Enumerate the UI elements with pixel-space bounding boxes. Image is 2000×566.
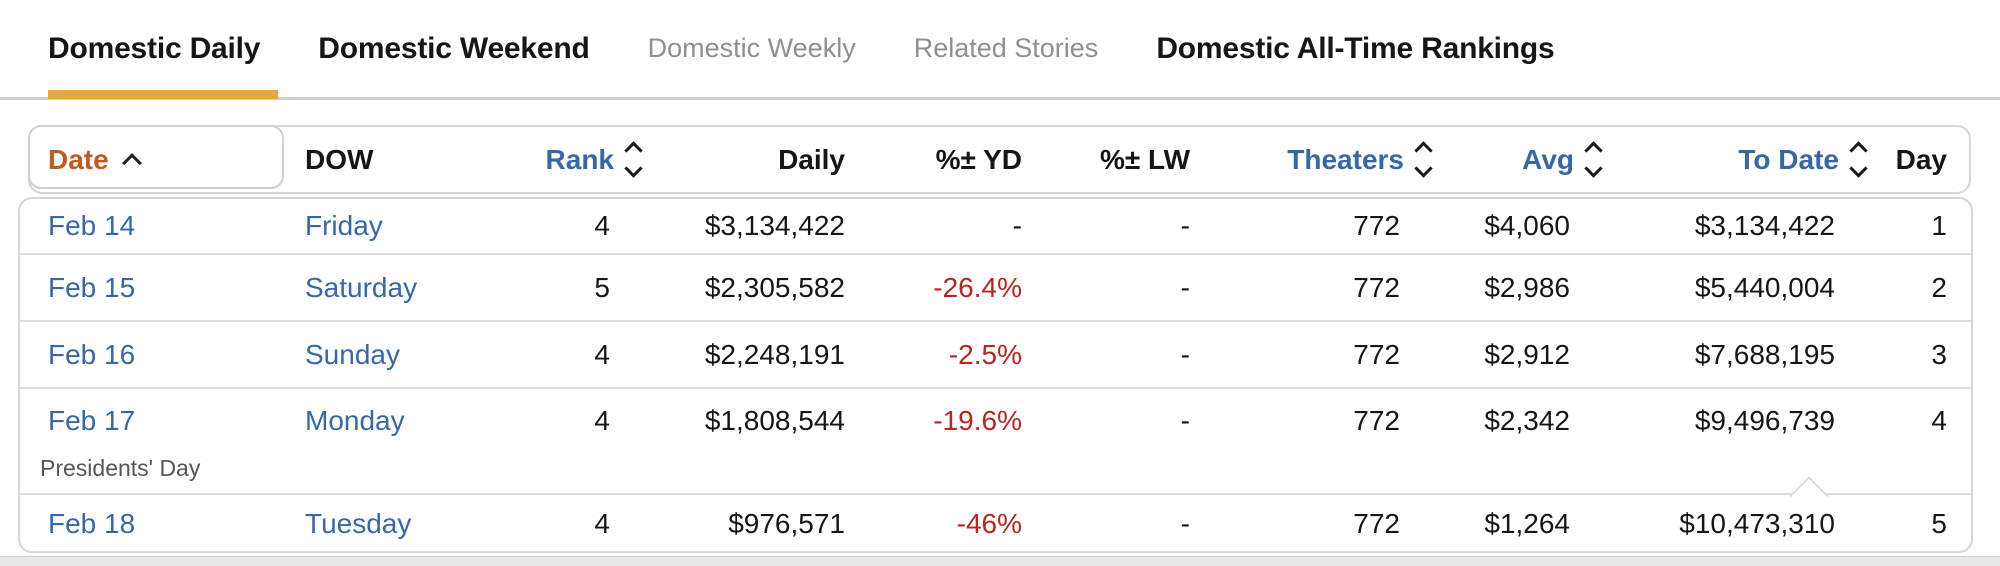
holiday-note: Presidents' Day	[40, 455, 201, 481]
column-header-label: Rank	[545, 143, 614, 175]
column-header-label: Daily	[778, 143, 845, 175]
to-date-value: $10,473,310	[1679, 508, 1835, 539]
column-header-label: Avg	[1522, 143, 1574, 175]
to-date-value: $9,496,739	[1694, 405, 1835, 436]
avg-value: $1,264	[1484, 508, 1570, 539]
theaters-value: 772	[1353, 338, 1400, 370]
theaters-value: 772	[1353, 210, 1400, 241]
dow-link[interactable]: Tuesday	[305, 508, 412, 539]
column-header-label: Day	[1895, 143, 1947, 175]
tab-domestic-weekend[interactable]: Domestic Weekend	[318, 31, 590, 65]
column-header-day: Day	[1835, 144, 1947, 176]
rank-value: 4	[594, 405, 610, 436]
column-header-avg[interactable]: Avg	[1400, 141, 1603, 178]
rank-value: 4	[594, 508, 610, 539]
date-link[interactable]: Feb 14	[48, 210, 136, 241]
avg-value: $4,060	[1484, 210, 1570, 241]
pct-lw-value: -	[1180, 338, 1190, 370]
day-number-value: 3	[1931, 338, 1947, 370]
day-number-value: 2	[1931, 271, 1947, 303]
to-date-value: $5,440,004	[1694, 271, 1835, 303]
day-number-value: 1	[1931, 210, 1947, 241]
pct-yd-value: -26.4%	[933, 271, 1022, 303]
sort-ascending-icon	[121, 152, 142, 173]
tab-bar: Domestic Daily Domestic Weekend Domestic…	[0, 0, 2000, 97]
table-header-row: Date DOW Rank Daily %± YD %± LW Theaters…	[30, 125, 1947, 194]
avg-value: $2,342	[1484, 405, 1570, 436]
dow-link[interactable]: Monday	[305, 405, 405, 436]
rank-value: 5	[594, 271, 610, 303]
pct-yd-value: -2.5%	[948, 338, 1022, 370]
table-row: Feb 16 Sunday 4 $2,248,191 -2.5% - 772 $…	[20, 320, 1971, 387]
column-header-label: %± YD	[935, 143, 1022, 175]
daily-gross-value: $2,305,582	[704, 271, 845, 303]
day-number-value: 5	[1931, 508, 1947, 539]
column-header-dow: DOW	[305, 144, 530, 176]
column-header-pct-lw: %± LW	[1022, 144, 1190, 176]
tab-domestic-weekly[interactable]: Domestic Weekly	[647, 33, 856, 63]
pct-yd-value: -46%	[956, 508, 1022, 539]
day-number-value: 4	[1931, 405, 1947, 436]
column-header-label: To Date	[1738, 143, 1839, 175]
column-header-daily: Daily	[610, 144, 845, 176]
pct-lw-value: -	[1180, 210, 1190, 241]
date-link[interactable]: Feb 16	[48, 338, 136, 370]
rank-value: 4	[594, 338, 610, 370]
column-header-date[interactable]: Date	[48, 144, 305, 176]
column-header-label: DOW	[305, 143, 374, 175]
rank-value: 4	[594, 210, 610, 241]
date-link[interactable]: Feb 15	[48, 271, 136, 303]
pct-lw-value: -	[1180, 271, 1190, 303]
table-row: Feb 15 Saturday 5 $2,305,582 -26.4% - 77…	[20, 253, 1971, 320]
active-tab-underline	[48, 90, 278, 99]
pct-lw-value: -	[1180, 405, 1190, 436]
daily-gross-value: $1,808,544	[704, 405, 845, 436]
column-header-rank[interactable]: Rank	[530, 141, 643, 178]
column-header-label: %± LW	[1099, 143, 1190, 175]
table-row: Feb 14 Friday 4 $3,134,422 - - 772 $4,06…	[20, 199, 1971, 253]
table-body: Feb 14 Friday 4 $3,134,422 - - 772 $4,06…	[18, 197, 1973, 553]
tab-domestic-daily[interactable]: Domestic Daily	[48, 31, 261, 65]
theaters-value: 772	[1353, 271, 1400, 303]
date-link[interactable]: Feb 18	[48, 508, 136, 539]
to-date-value: $7,688,195	[1694, 338, 1835, 370]
theaters-value: 772	[1353, 405, 1400, 436]
pct-lw-value: -	[1180, 508, 1190, 539]
tab-related-stories[interactable]: Related Stories	[913, 33, 1099, 63]
table-row: Feb 17 Monday 4 $1,808,544 -19.6% - 772 …	[20, 387, 1971, 493]
bottom-page-strip	[0, 556, 2000, 566]
table-row: Feb 18 Tuesday 4 $976,571 -46% - 772 $1,…	[20, 493, 1971, 551]
pct-yd-value: -19.6%	[933, 405, 1022, 436]
column-header-to-date[interactable]: To Date	[1570, 141, 1868, 178]
column-header-pct-yd: %± YD	[845, 144, 1022, 176]
daily-gross-value: $976,571	[728, 508, 845, 539]
daily-gross-value: $2,248,191	[704, 338, 845, 370]
avg-value: $2,912	[1484, 338, 1570, 370]
table-header-bar	[28, 125, 1971, 194]
column-header-theaters[interactable]: Theaters	[1190, 141, 1433, 178]
avg-value: $2,986	[1484, 271, 1570, 303]
tab-bar-divider	[0, 97, 2000, 100]
dow-link[interactable]: Sunday	[305, 338, 400, 370]
column-header-label: Theaters	[1287, 143, 1404, 175]
daily-gross-value: $3,134,422	[704, 210, 845, 241]
date-link[interactable]: Feb 17	[48, 405, 136, 436]
dow-link[interactable]: Friday	[305, 210, 383, 241]
pct-yd-value: -	[1012, 210, 1022, 241]
sorted-column-highlight	[28, 125, 284, 189]
theaters-value: 772	[1353, 508, 1400, 539]
column-header-label: Date	[48, 143, 109, 175]
to-date-value: $3,134,422	[1694, 210, 1835, 241]
dow-link[interactable]: Saturday	[305, 271, 418, 303]
tab-domestic-all-time-rankings[interactable]: Domestic All-Time Rankings	[1156, 31, 1555, 65]
